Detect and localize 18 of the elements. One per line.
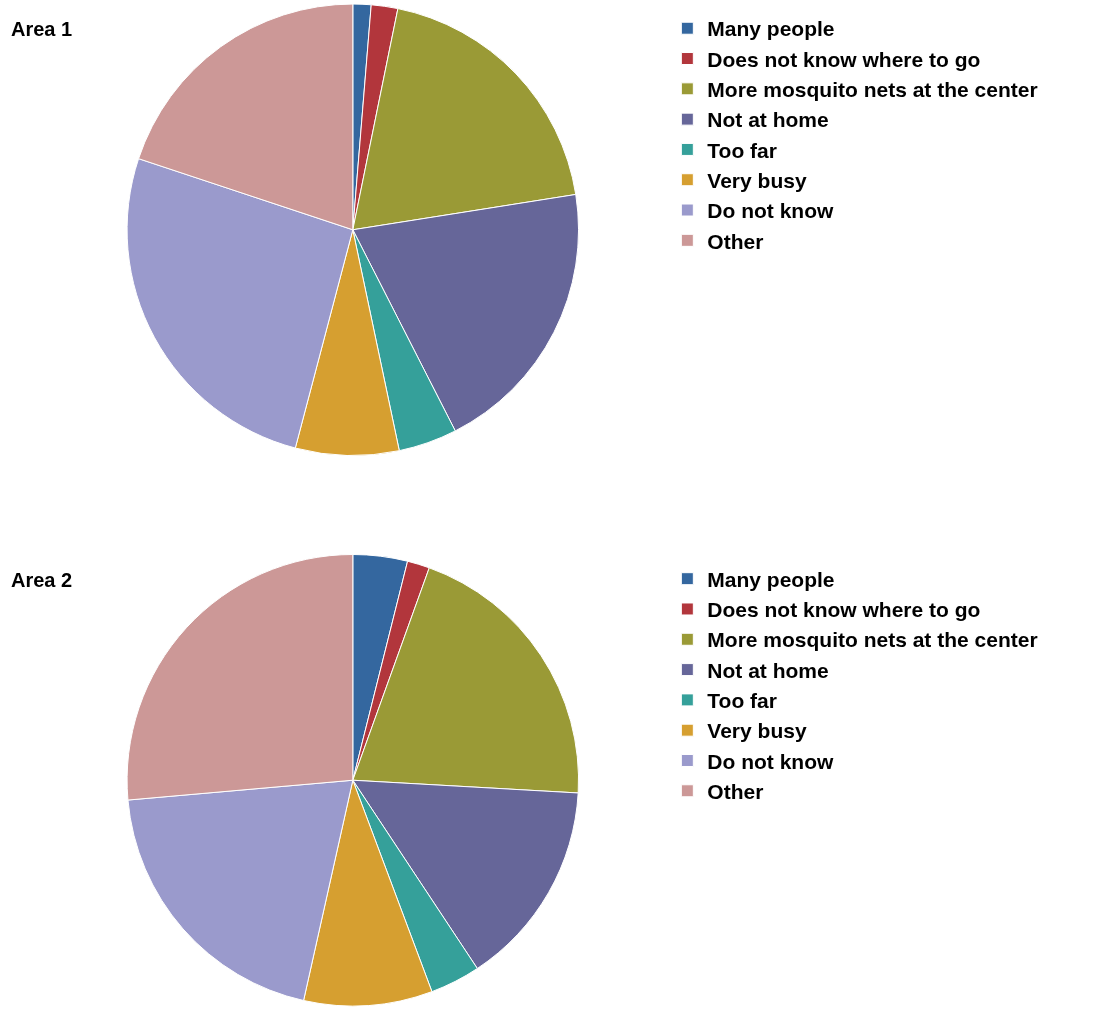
legend-label: Many people bbox=[707, 567, 835, 591]
text: Area 1 bbox=[11, 18, 73, 40]
legend-label: Very busy bbox=[707, 168, 807, 192]
legend-label: Do not know bbox=[707, 199, 834, 223]
text: Area 2 bbox=[11, 569, 73, 591]
legend-label: Too far bbox=[707, 138, 777, 162]
legend-label: Other bbox=[707, 229, 764, 253]
legend-label: More mosquito nets at the center bbox=[707, 628, 1038, 652]
legend-label: More mosquito nets at the center bbox=[707, 78, 1038, 102]
legend-label: Does not know where to go bbox=[707, 47, 981, 71]
legend-label: Do not know bbox=[707, 749, 834, 773]
legend-label: Does not know where to go bbox=[707, 598, 981, 622]
legend-label: Too far bbox=[707, 689, 777, 713]
legend-label: Other bbox=[707, 779, 764, 803]
legend-label: Many people bbox=[707, 17, 835, 41]
legend-label: Not at home bbox=[707, 108, 829, 132]
legend-label: Very busy bbox=[707, 719, 807, 743]
legend-label: Not at home bbox=[707, 658, 829, 682]
